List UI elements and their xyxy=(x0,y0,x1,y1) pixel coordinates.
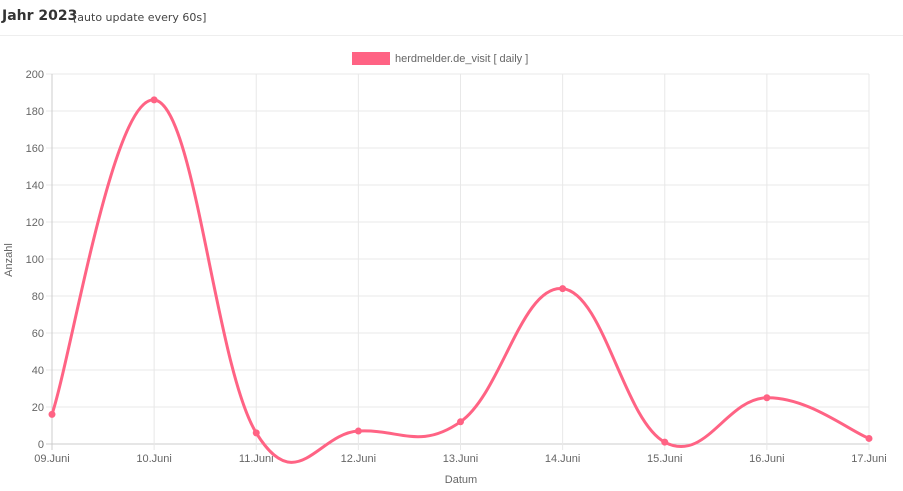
data-point[interactable] xyxy=(252,429,260,437)
y-tick-label: 20 xyxy=(32,402,44,414)
legend-swatch xyxy=(352,52,390,65)
page-header: Jahr 2023 [auto update every 60s] xyxy=(0,0,903,36)
x-tick-label: 11.Juni xyxy=(239,453,274,465)
y-axis-ticks: 0 20 40 60 80 100 120 140 160 180 200 xyxy=(26,69,44,451)
legend-label: herdmelder.de_visit [ daily ] xyxy=(395,53,528,65)
y-axis-label: Anzahl xyxy=(3,243,15,277)
x-tick-label: 15.Juni xyxy=(647,453,682,465)
data-point[interactable] xyxy=(865,434,873,442)
data-point[interactable] xyxy=(354,427,362,435)
y-tick-label: 140 xyxy=(26,180,44,192)
y-tick-label: 0 xyxy=(38,439,44,451)
y-tick-label: 200 xyxy=(26,69,44,81)
y-tick-label: 120 xyxy=(26,217,44,229)
chart-legend[interactable]: herdmelder.de_visit [ daily ] xyxy=(352,52,528,65)
x-tick-label: 16.Juni xyxy=(749,453,784,465)
y-tick-label: 60 xyxy=(32,328,44,340)
x-tick-label: 10.Juni xyxy=(136,453,171,465)
chart-grid xyxy=(46,73,870,450)
x-tick-label: 09.Juni xyxy=(34,453,69,465)
data-point[interactable] xyxy=(48,410,56,418)
data-point[interactable] xyxy=(457,418,464,426)
x-tick-label: 13.Juni xyxy=(443,453,478,465)
data-point[interactable] xyxy=(559,285,567,293)
y-tick-label: 180 xyxy=(26,106,44,118)
y-tick-label: 80 xyxy=(32,291,44,303)
data-point[interactable] xyxy=(150,96,158,104)
x-axis-ticks: 09.Juni 10.Juni 11.Juni 12.Juni 13.Juni 14.Ju… xyxy=(34,453,886,465)
y-tick-label: 160 xyxy=(26,143,44,155)
x-tick-label: 12.Juni xyxy=(341,453,376,465)
page-title: Jahr 2023 xyxy=(2,8,78,24)
y-tick-label: 100 xyxy=(26,254,44,266)
auto-update-note: [auto update every 60s] xyxy=(73,11,207,24)
x-tick-label: 17.Juni xyxy=(851,453,886,465)
x-axis-label: Datum xyxy=(445,474,477,486)
y-tick-label: 40 xyxy=(32,365,44,377)
data-point[interactable] xyxy=(661,438,669,446)
line-chart: herdmelder.de_visit [ daily ] 0 20 40 60 80 1… xyxy=(3,52,887,486)
series-points[interactable] xyxy=(48,96,873,446)
x-tick-label: 14.Juni xyxy=(545,453,580,465)
data-point[interactable] xyxy=(763,394,771,402)
